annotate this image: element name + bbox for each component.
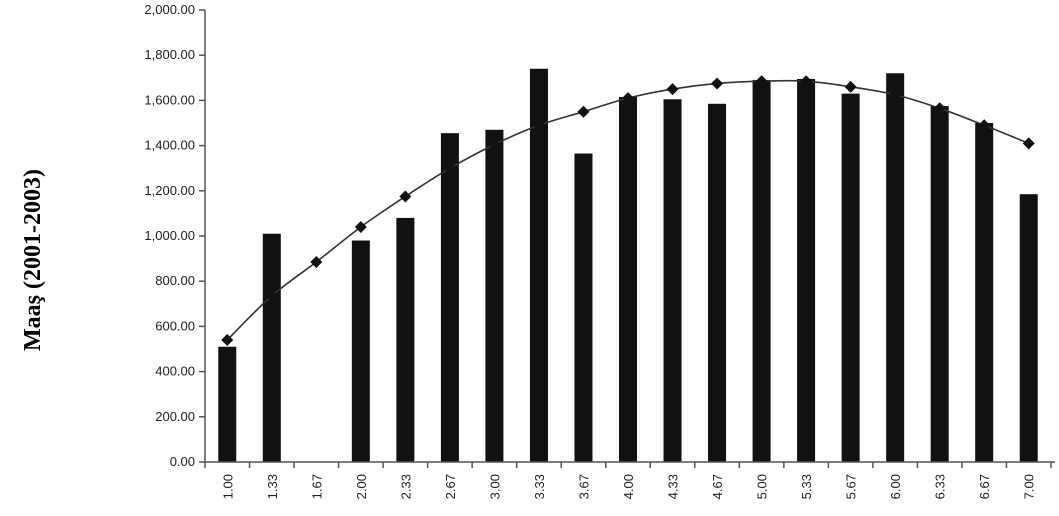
y-tick-label: 600.00 xyxy=(155,318,195,333)
bar xyxy=(574,153,593,462)
y-tick-label: 200.00 xyxy=(155,409,195,424)
x-tick-label: 4.33 xyxy=(666,474,681,499)
x-tick-label: 6.67 xyxy=(977,474,992,499)
x-tick-label: 3.33 xyxy=(532,474,547,499)
bar xyxy=(440,133,459,463)
line-point-marker xyxy=(310,255,323,268)
x-tick-label: 7.00 xyxy=(1022,474,1037,499)
line-point-marker xyxy=(488,138,501,151)
y-ticks: 0.00 200.00 400.00 600.00 800.00 1,000.00 1,20… xyxy=(144,2,205,469)
bar xyxy=(752,80,771,462)
y-tick-label: 400.00 xyxy=(155,364,195,379)
bar xyxy=(218,346,237,462)
bar xyxy=(930,106,949,463)
y-tick-label: 1,400.00 xyxy=(144,138,195,153)
x-tick-label: 6.00 xyxy=(888,474,903,499)
x-tick-label: 5.00 xyxy=(755,474,770,499)
y-tick-label: 1,200.00 xyxy=(144,183,195,198)
bar xyxy=(663,99,682,463)
line-point-marker xyxy=(532,119,545,132)
y-tick-label: 800.00 xyxy=(155,273,195,288)
line-point-marker xyxy=(1022,137,1035,150)
line-point-marker xyxy=(889,88,902,101)
line-point-marker xyxy=(622,92,634,105)
y-tick-label: 2,000.00 xyxy=(144,2,195,17)
x-tick-label: 2.00 xyxy=(354,474,369,499)
line-point-marker xyxy=(978,119,991,132)
line-point-marker xyxy=(399,190,412,203)
line-point-marker xyxy=(354,220,367,233)
bar xyxy=(708,103,727,462)
line-point-marker xyxy=(666,83,679,96)
bar xyxy=(529,68,548,462)
line-point-marker xyxy=(443,162,456,175)
bar xyxy=(396,217,415,462)
line-point-marker xyxy=(221,333,234,346)
x-tick-label: 2.67 xyxy=(443,474,458,499)
y-axis-label: Maaş (2001-2003) xyxy=(20,169,46,351)
bar xyxy=(262,233,281,462)
line-point-marker xyxy=(265,289,278,302)
bars xyxy=(218,68,1038,463)
bar xyxy=(1019,194,1038,462)
bar xyxy=(485,129,504,462)
bar xyxy=(886,73,905,462)
x-tick-label: 1.00 xyxy=(220,474,235,499)
x-tick-label: 1.67 xyxy=(309,474,324,499)
line-point-marker xyxy=(933,102,946,115)
line-series xyxy=(221,75,1035,346)
y-tick-label: 1,000.00 xyxy=(144,228,195,243)
line-point-marker xyxy=(844,80,857,93)
x-tick-label: 4.00 xyxy=(621,474,636,499)
y-tick-label: 0.00 xyxy=(170,454,195,469)
x-ticks: 1.00 1.33 1.67 2.00 2.33 2.67 3.00 3.33 3.67 4.00… xyxy=(204,462,1052,499)
x-tick-label: 6.33 xyxy=(933,474,948,499)
bar xyxy=(619,97,637,462)
bar xyxy=(841,93,860,463)
x-tick-label: 3.00 xyxy=(487,474,502,499)
x-tick-label: 3.67 xyxy=(576,474,591,499)
x-tick-label: 5.67 xyxy=(844,474,859,499)
bar xyxy=(975,123,994,462)
x-tick-label: 2.33 xyxy=(398,474,413,499)
y-tick-label: 1,800.00 xyxy=(144,47,195,62)
x-tick-label: 4.67 xyxy=(710,474,725,499)
bar xyxy=(351,240,370,462)
x-tick-label: 5.33 xyxy=(799,474,814,499)
line-point-marker xyxy=(755,75,768,88)
x-tick-label: 1.33 xyxy=(265,474,280,499)
bar xyxy=(797,78,816,463)
y-tick-label: 1,600.00 xyxy=(144,92,195,107)
line-point-marker xyxy=(800,75,813,88)
line-point-marker xyxy=(711,77,724,90)
line-point-marker xyxy=(577,105,590,118)
